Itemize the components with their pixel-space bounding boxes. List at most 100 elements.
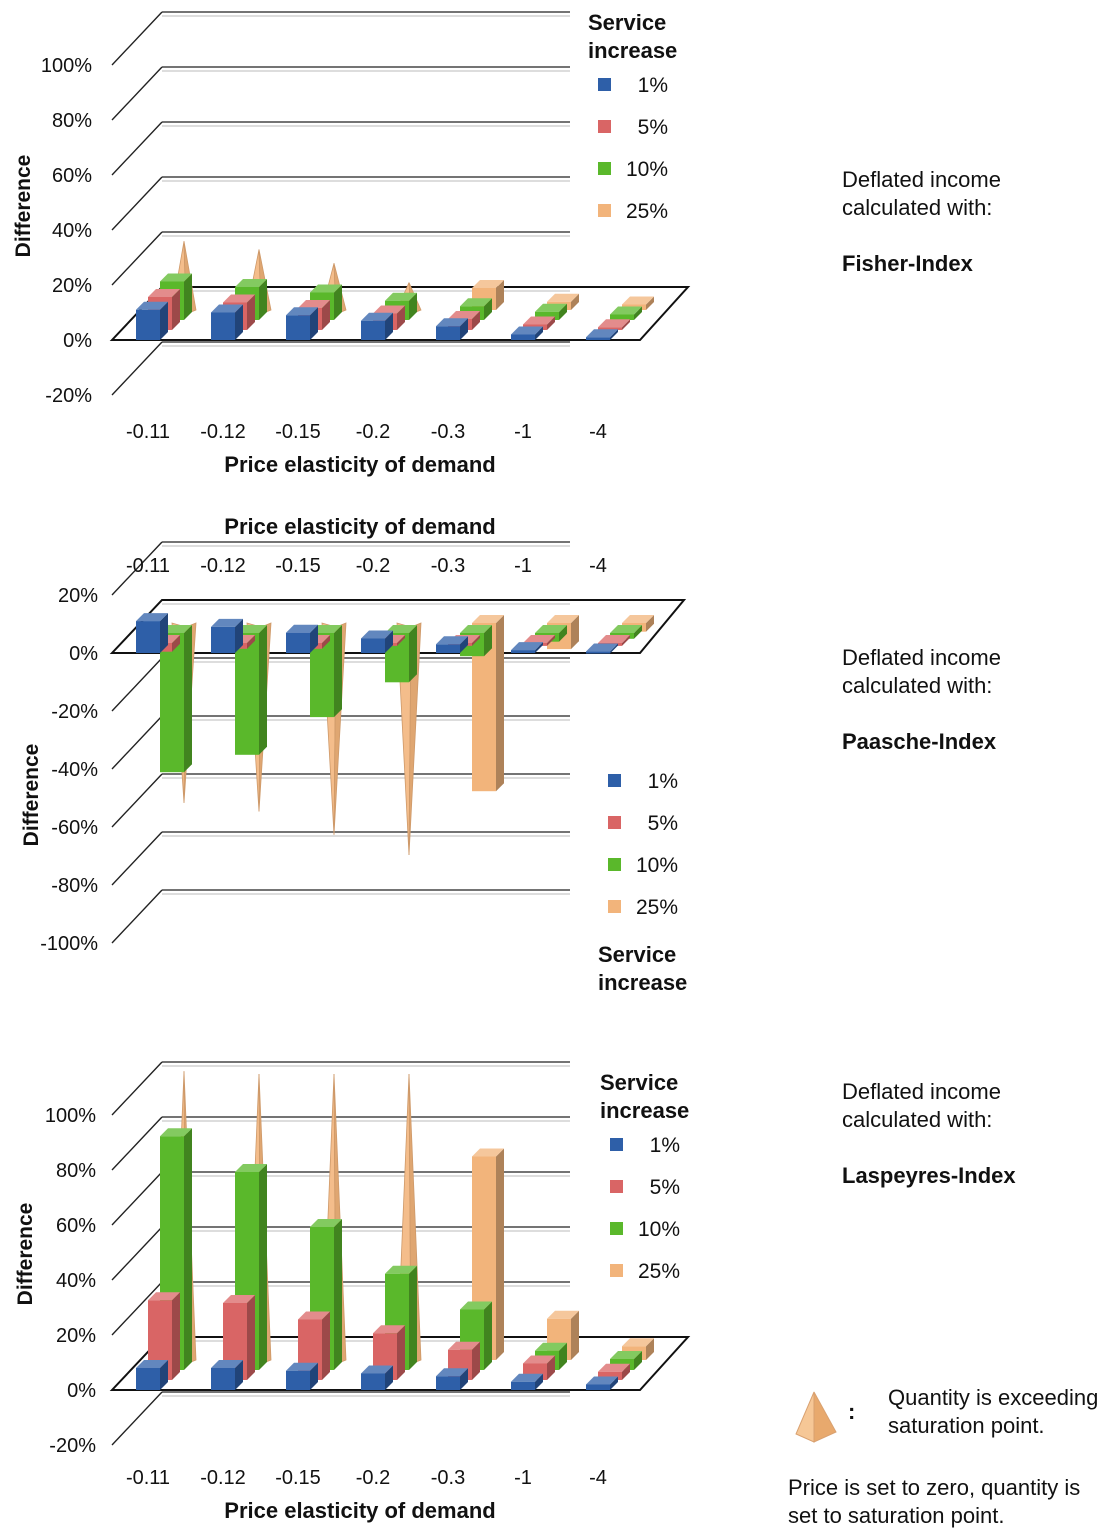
bar-side [184,273,192,320]
bar-side [559,303,567,320]
bar-mark [235,633,259,755]
y-tick-label: 80% [56,1160,96,1182]
legend-swatch [598,204,611,217]
bar-side [172,289,180,330]
x-tick-label: -1 [514,555,532,577]
chart-panel-2: -100% -80% -60% -40% -20% 0% 20% Difference -0.1… [20,514,687,995]
bar-side [646,615,654,632]
bar-side [259,279,267,320]
gridline-side [111,231,163,286]
legend: Service increase 1% 5% 10% 25% [600,1070,689,1283]
bar-mark [610,314,634,320]
legend-entry: 1% [648,770,678,793]
bar-top [385,1265,417,1274]
bar-side [259,1164,267,1370]
bar-side [385,1365,393,1390]
legend: 1% 5% 10% 25% Service increase [598,770,687,995]
gridline-side [111,1061,163,1116]
bar-top [448,1341,480,1350]
y-tick-label: -20% [45,385,92,407]
bar-side [496,280,504,310]
bar-side [322,635,330,649]
bar-top [211,1360,243,1368]
bar-side [235,1360,243,1390]
y-tick-label: 80% [52,110,92,132]
legend-entry: 1% [650,1134,680,1157]
x-tick-label: -0.12 [200,421,246,443]
bar-side [310,1362,318,1390]
side-label-laspeyres: Deflated income calculated with: Laspeyr… [842,1078,1105,1190]
bar-side [334,625,342,718]
x-tick-label: -0.2 [356,421,390,443]
bar-side [235,618,243,653]
x-tick-label: -0.12 [200,1467,246,1489]
bar-side [409,625,417,683]
cone-legend-icon [795,1391,837,1443]
legend-entry: 10% [638,1218,680,1241]
bar-side [547,635,555,646]
y-tick-label: 20% [56,1325,96,1347]
legend-entry: 25% [638,1260,680,1283]
legend-entry: 5% [648,812,678,835]
x-tick-label: -0.2 [356,1467,390,1489]
bar-mark [286,315,310,340]
gridlines [111,11,570,396]
legend-swatch [608,858,621,871]
x-axis-label: Price elasticity of demand [224,514,495,539]
bar-top [598,635,630,643]
bar-top [598,1363,630,1372]
bar-side [184,625,192,773]
y-tick-label: 60% [56,1215,96,1237]
bar-side [622,319,630,330]
bar-mark [586,1384,610,1390]
bar-mark [136,621,160,653]
bars [136,241,654,340]
bar-side [409,1265,417,1370]
bar-top [622,1338,654,1347]
bar-top [148,289,180,297]
bar-top [223,1295,255,1303]
bar-side [484,625,492,657]
bar-side [334,284,342,320]
bar-mark [361,638,385,653]
bar-side [547,316,555,330]
legend-swatch [608,774,621,787]
y-tick-label: -60% [51,817,98,839]
bar-top [160,1128,192,1137]
bar-top [436,1368,468,1377]
chart-panel-1: -20% 0% 20% 40% 60% 80% 100% Difference -0.11 -0.… [12,10,691,477]
bar-top [598,319,630,328]
bar-side [634,306,642,320]
bar-side [472,311,480,330]
bar-top [436,318,468,327]
bar-side [334,1219,342,1370]
x-tick-label: -0.2 [356,555,390,577]
x-tick-label: -0.15 [275,1467,321,1489]
bar-top [235,1164,267,1172]
note-label: Deflated income calculated with: [842,645,1001,698]
bar-side [460,1368,468,1390]
legend-swatch [608,900,621,913]
legend-entry: 1% [638,74,668,97]
bar-top [523,1355,555,1364]
bar-side [496,1148,504,1360]
bar-side [322,1311,330,1380]
zero-plane [109,1336,691,1391]
index-label: Fisher-Index [842,251,973,276]
bar-top [235,279,267,287]
bar-top [472,280,504,288]
x-tick-label: -0.15 [275,555,321,577]
bar-side [460,636,468,653]
legend-entry: 5% [650,1176,680,1199]
bar-top [286,307,318,316]
bar-mark [535,311,559,320]
bar-mark [211,312,235,340]
bars [136,1071,654,1390]
gridline-side [111,176,163,231]
x-axis-label: Price elasticity of demand [224,1498,495,1523]
y-axis-label: Difference [20,744,43,847]
bar-top [460,1301,492,1310]
bar-side [247,1295,255,1380]
x-axis-label: Price elasticity of demand [224,452,495,477]
